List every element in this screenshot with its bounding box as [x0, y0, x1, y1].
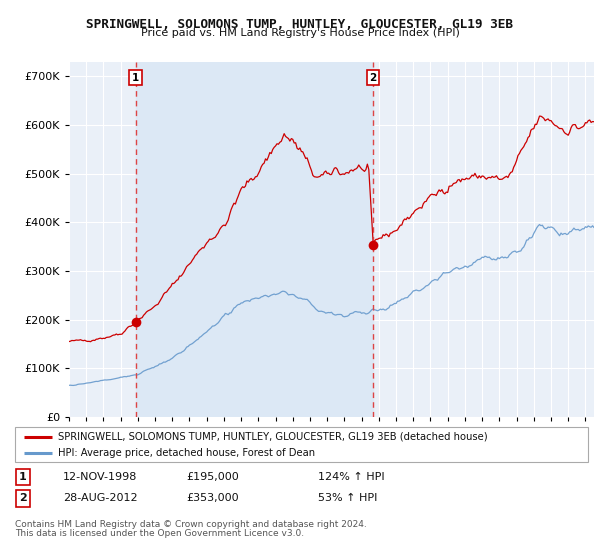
- Text: 124% ↑ HPI: 124% ↑ HPI: [318, 472, 385, 482]
- FancyBboxPatch shape: [15, 427, 588, 462]
- Text: 12-NOV-1998: 12-NOV-1998: [63, 472, 137, 482]
- Text: Price paid vs. HM Land Registry's House Price Index (HPI): Price paid vs. HM Land Registry's House …: [140, 28, 460, 38]
- Text: Contains HM Land Registry data © Crown copyright and database right 2024.: Contains HM Land Registry data © Crown c…: [15, 520, 367, 529]
- Text: 1: 1: [132, 73, 139, 83]
- Text: £195,000: £195,000: [186, 472, 239, 482]
- Text: HPI: Average price, detached house, Forest of Dean: HPI: Average price, detached house, Fore…: [58, 447, 315, 458]
- Text: SPRINGWELL, SOLOMONS TUMP, HUNTLEY, GLOUCESTER, GL19 3EB (detached house): SPRINGWELL, SOLOMONS TUMP, HUNTLEY, GLOU…: [58, 432, 488, 442]
- Text: This data is licensed under the Open Government Licence v3.0.: This data is licensed under the Open Gov…: [15, 529, 304, 538]
- Text: 1: 1: [19, 472, 26, 482]
- Text: 2: 2: [19, 493, 26, 503]
- Text: 28-AUG-2012: 28-AUG-2012: [63, 493, 137, 503]
- Bar: [136, 62, 373, 417]
- Text: SPRINGWELL, SOLOMONS TUMP, HUNTLEY, GLOUCESTER, GL19 3EB: SPRINGWELL, SOLOMONS TUMP, HUNTLEY, GLOU…: [86, 18, 514, 31]
- Text: 2: 2: [369, 73, 376, 83]
- Text: £353,000: £353,000: [186, 493, 239, 503]
- Text: 53% ↑ HPI: 53% ↑ HPI: [318, 493, 377, 503]
